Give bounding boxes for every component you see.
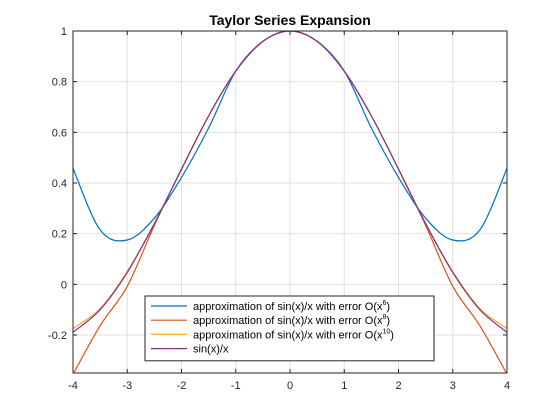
series-4 xyxy=(73,31,507,333)
legend-label-1: approximation of sin(x)/x with error O(x… xyxy=(193,300,390,313)
y-tick-label: -0.2 xyxy=(48,330,67,342)
x-tick-label: 1 xyxy=(341,380,347,392)
series-2 xyxy=(73,31,507,373)
x-tick-label: 4 xyxy=(504,380,510,392)
y-tick-label: 0.4 xyxy=(52,178,67,190)
legend-label-text: approximation of sin(x)/x with error O(x xyxy=(193,301,383,313)
series-line-2 xyxy=(73,31,507,373)
legend-label-exponent: 8 xyxy=(383,314,387,321)
legend-label-suffix: ) xyxy=(386,301,390,313)
legend-box xyxy=(144,295,435,362)
y-tick-label: 0.8 xyxy=(52,77,67,89)
x-tick-label: 0 xyxy=(287,380,293,392)
legend-label-exponent: 6 xyxy=(383,300,387,307)
axis-ticks: -4 -3 -2 -1 0 1 2 3 4 -0.2 0 0.2 0.4 0.6 0.8 1 xyxy=(48,26,510,392)
x-tick-label: -3 xyxy=(122,380,132,392)
x-tick-label: 3 xyxy=(450,380,456,392)
legend-label-2: approximation of sin(x)/x with error O(x… xyxy=(193,314,390,327)
legend-label-text: approximation of sin(x)/x with error O(x xyxy=(193,315,383,327)
x-tick-label: 2 xyxy=(395,380,401,392)
chart-title: Taylor Series Expansion xyxy=(209,12,371,28)
x-tick-label: -2 xyxy=(177,380,187,392)
legend-label-text: approximation of sin(x)/x with error O(x xyxy=(193,329,383,341)
legend-label-suffix: ) xyxy=(386,315,390,327)
legend-label-3: approximation of sin(x)/x with error O(x… xyxy=(193,328,394,341)
plot-lines xyxy=(73,31,507,373)
y-tick-label: 1 xyxy=(61,26,67,38)
series-line-1 xyxy=(73,31,507,242)
legend-label-suffix: ) xyxy=(390,329,394,341)
legend: approximation of sin(x)/x with error O(x… xyxy=(144,295,435,362)
legend-label-text: sin(x)/x xyxy=(193,344,229,356)
x-tick-label: -4 xyxy=(68,380,78,392)
x-tick-label: -1 xyxy=(231,380,241,392)
legend-label-4: sin(x)/x xyxy=(193,344,229,356)
y-tick-label: 0.2 xyxy=(52,229,67,241)
y-tick-label: 0 xyxy=(61,279,67,291)
series-line-4 xyxy=(73,31,507,333)
legend-label-exponent: 10 xyxy=(383,328,391,335)
y-tick-label: 0.6 xyxy=(52,127,67,139)
series-1 xyxy=(73,31,507,242)
